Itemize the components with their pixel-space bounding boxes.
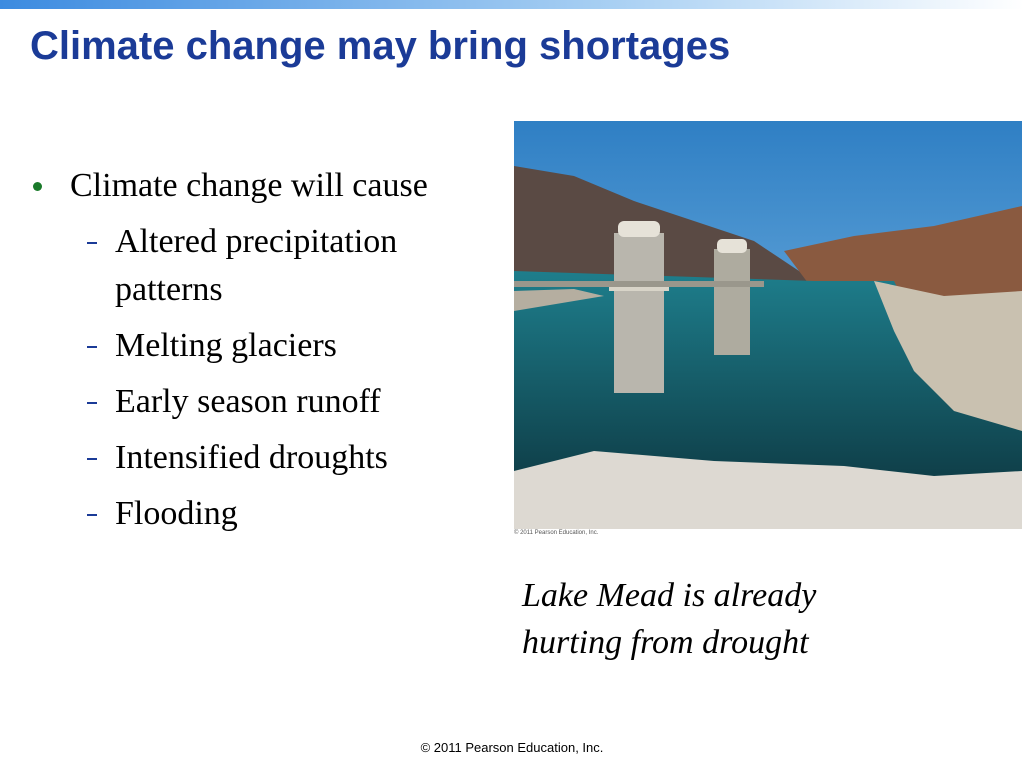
top-bar [0,0,1024,9]
photo-credit: © 2011 Pearson Education, Inc. [514,530,599,536]
lake-mead-photo [514,121,1022,529]
dash-marker [87,514,97,516]
photo-caption: Lake Mead is already hurting from drough… [522,577,817,661]
bullet-marker [33,182,42,191]
sub-item: Early season runoff [115,383,381,420]
sub-item: Melting glaciers [115,327,337,364]
dash-marker [87,346,97,348]
slide-title: Climate change may bring shortages [30,24,731,68]
sub-item: Altered precipitation patterns [115,223,398,308]
dash-marker [87,402,97,404]
dash-marker [87,458,97,460]
dash-marker [87,242,97,244]
sub-item: Flooding [115,495,238,532]
footer-copyright: © 2011 Pearson Education, Inc. [420,740,604,755]
sub-item: Intensified droughts [115,439,388,476]
bullet-text: Climate change will cause [70,167,428,204]
